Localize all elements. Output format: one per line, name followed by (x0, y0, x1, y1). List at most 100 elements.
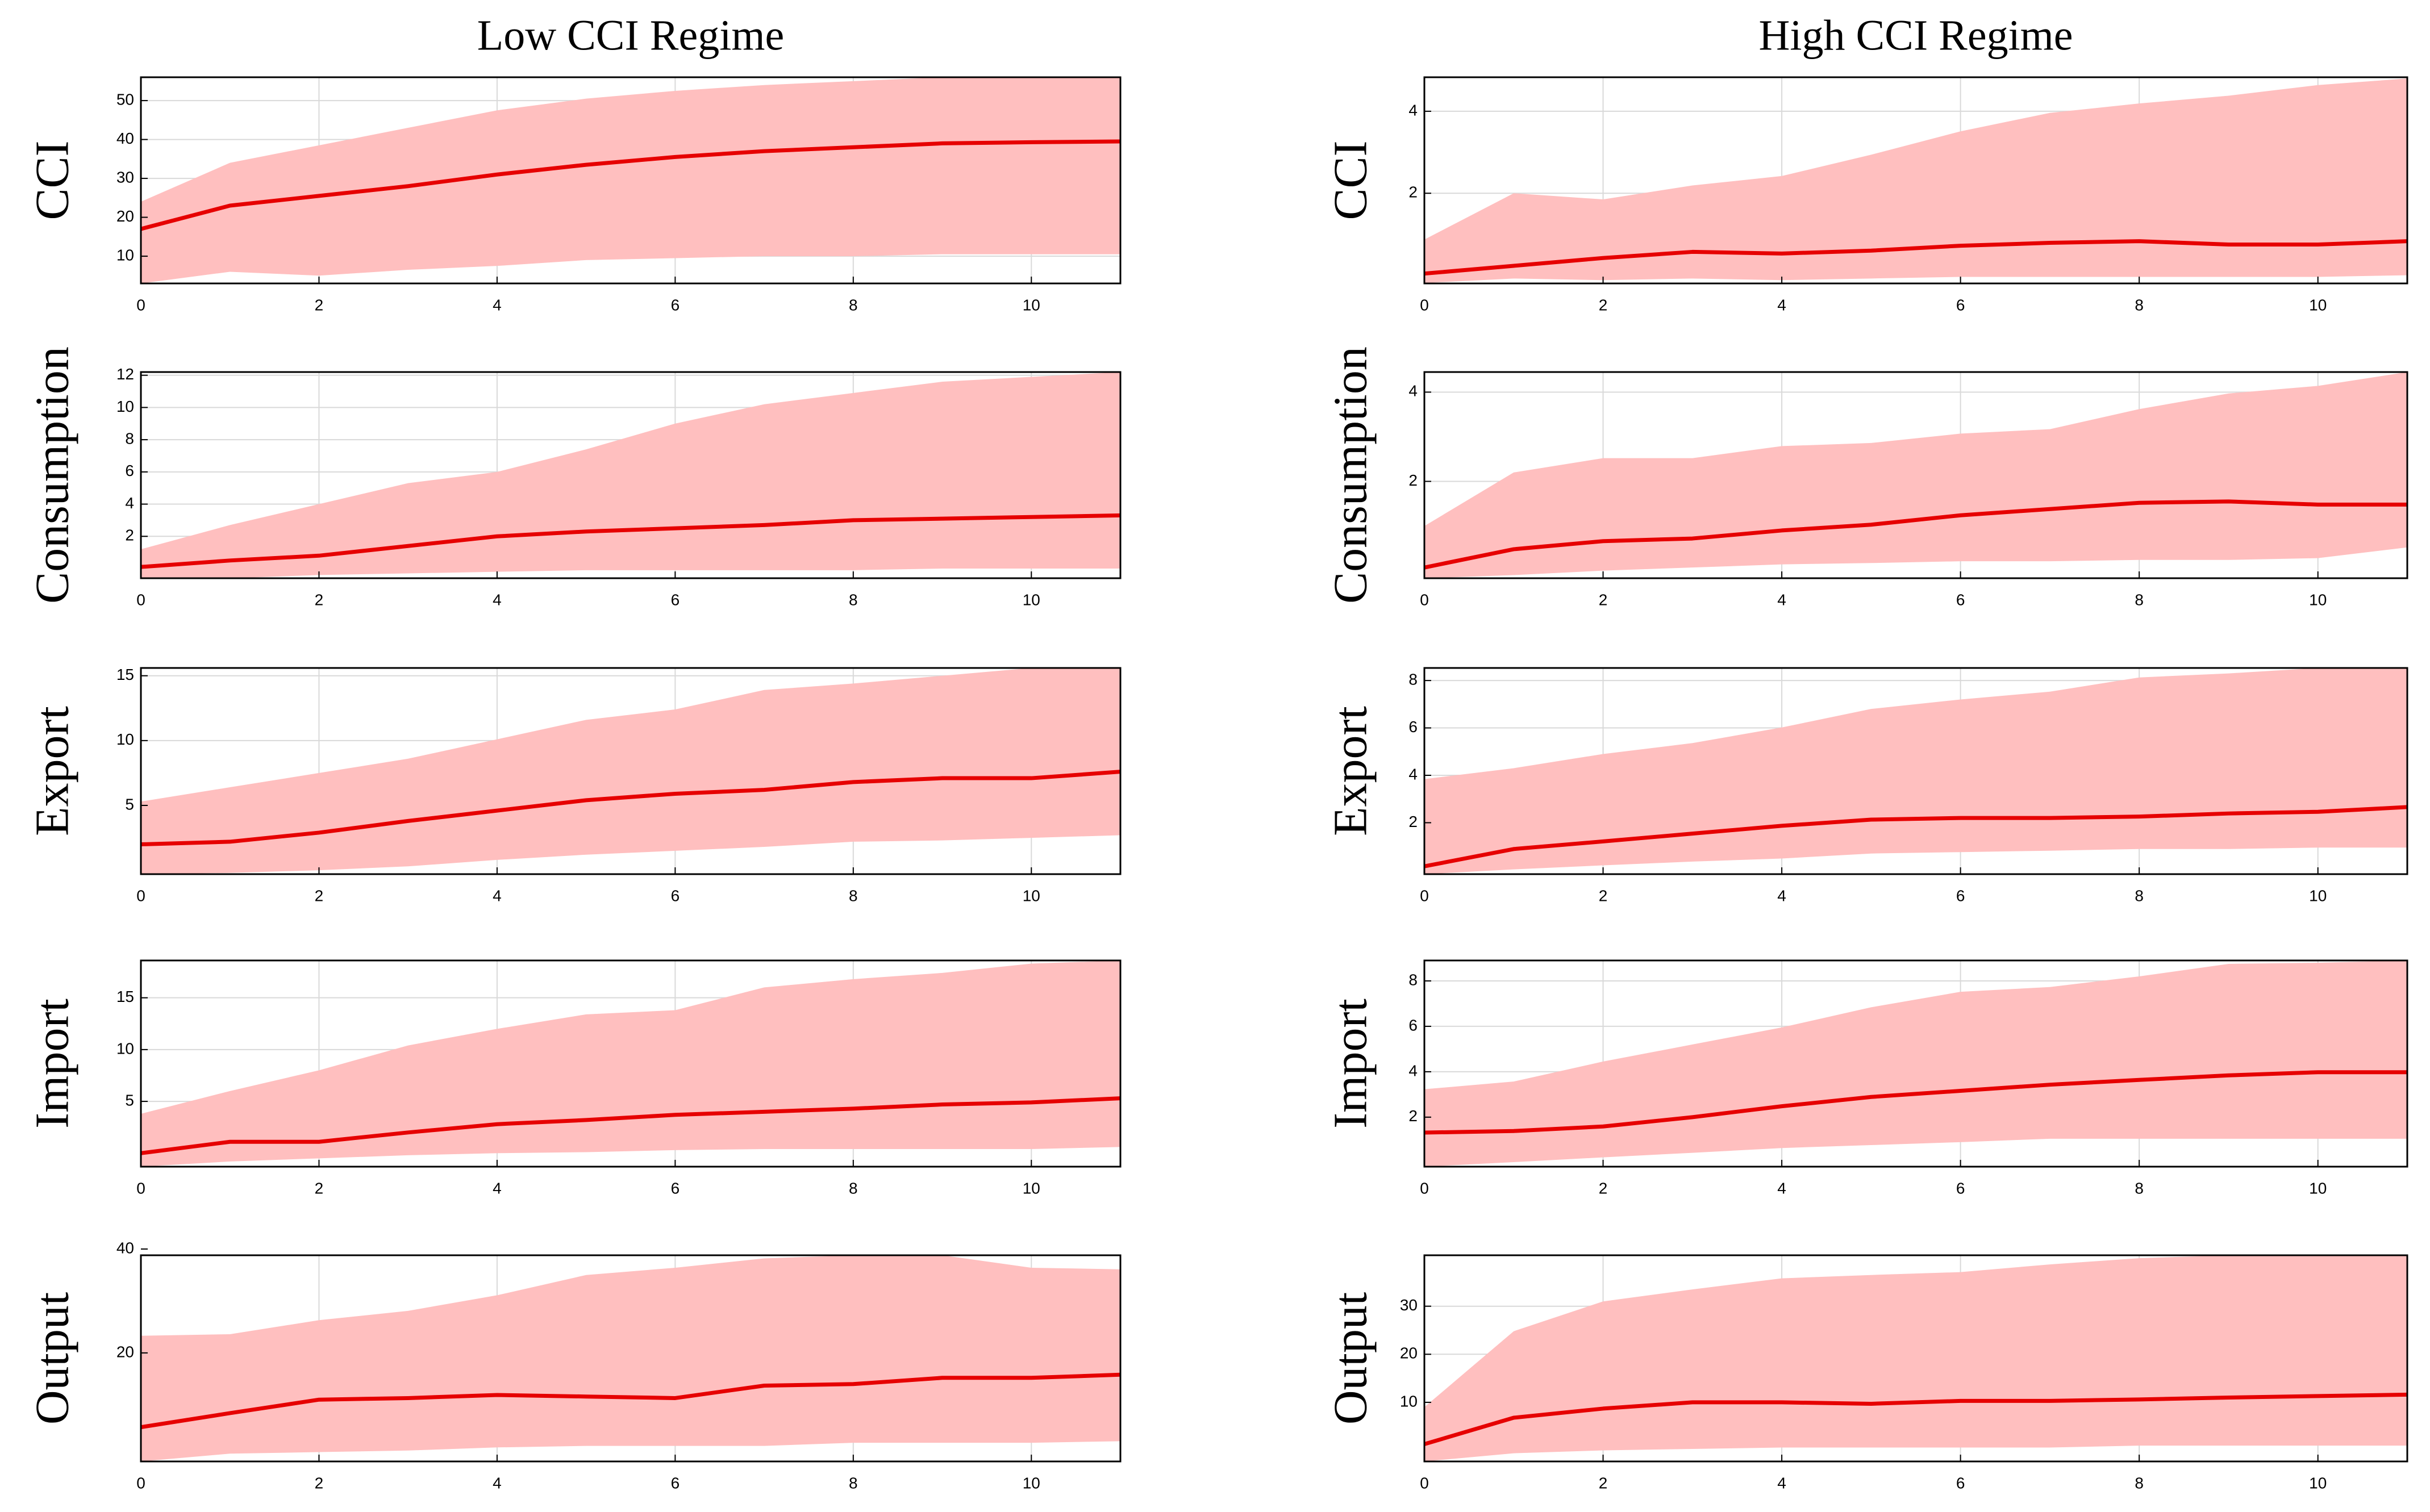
y-tick-label: 6 (125, 462, 134, 479)
axes-frame (140, 1254, 1122, 1463)
y-tick-label: 20 (116, 207, 134, 225)
y-tick-label: 2 (1408, 1107, 1418, 1125)
y-tick-label: 5 (125, 1091, 134, 1109)
x-tick-label: 0 (1420, 591, 1429, 608)
x-tick-label: 4 (1777, 296, 1786, 314)
y-tick-label: 4 (1408, 382, 1418, 400)
x-tick-label: 8 (849, 887, 858, 904)
x-tick-label: 8 (2135, 296, 2144, 314)
y-axis-label: Output (26, 1292, 78, 1425)
x-tick-label: 4 (1777, 887, 1786, 904)
confidence-band (141, 960, 1120, 1167)
y-axis-label: Import (1324, 999, 1377, 1129)
x-tick-label: 10 (1023, 591, 1040, 608)
y-tick-label: 4 (1408, 765, 1418, 783)
confidence-band (1424, 372, 2407, 578)
subplot: 0 2 4 6 8 10 5 10 15 Import (26, 959, 1122, 1197)
column-title: Low CCI Regime (477, 11, 784, 59)
x-tick-label: 0 (136, 591, 145, 608)
median-line (1424, 1070, 2407, 1135)
plot-area (141, 77, 1120, 283)
x-tick-label: 2 (315, 296, 324, 314)
x-tick-label: 6 (671, 1474, 680, 1492)
median-line (141, 770, 1120, 846)
median-line (1424, 239, 2407, 276)
y-tick-label: 30 (116, 168, 134, 186)
x-tick-label: 2 (1599, 1474, 1608, 1492)
x-tick-label: 6 (1956, 591, 1965, 608)
x-tick-label: 6 (671, 1179, 680, 1197)
axes-frame (1423, 667, 2408, 875)
x-tick-label: 10 (1023, 1179, 1040, 1197)
y-tick-label: 4 (1408, 101, 1418, 119)
axes-frame (140, 959, 1122, 1168)
y-tick-label: 20 (1400, 1344, 1418, 1362)
y-axis-label: Import (26, 999, 78, 1129)
x-tick-label: 2 (315, 887, 324, 904)
x-tick-label: 8 (849, 591, 858, 608)
y-axis-label: Export (1324, 706, 1377, 836)
y-tick-label: 8 (1408, 671, 1418, 688)
x-tick-label: 8 (2135, 1474, 2144, 1492)
y-tick-label: 40 (116, 130, 134, 147)
x-tick-label: 2 (1599, 1179, 1608, 1197)
x-tick-label: 4 (493, 1474, 502, 1492)
y-tick-label: 10 (116, 398, 134, 415)
y-axis-label: Consumption (26, 346, 78, 604)
y-tick-label: 20 (116, 1343, 134, 1360)
median-line (141, 513, 1120, 569)
x-tick-label: 8 (849, 296, 858, 314)
subplot: 0 2 4 6 8 10 10 20 30 Output (1324, 1254, 2408, 1492)
x-tick-label: 8 (2135, 1179, 2144, 1197)
axes-frame (140, 667, 1122, 875)
axes-frame (1423, 959, 2408, 1168)
subplot: 0 2 4 6 8 10 2 4 Consumption (1324, 346, 2408, 608)
x-tick-label: 6 (1956, 887, 1965, 904)
subplot: 0 2 4 6 8 10 20 40 Output (26, 1239, 1122, 1492)
y-tick-label: 10 (116, 730, 134, 748)
median-line (141, 1096, 1120, 1155)
y-tick-label: 40 (116, 1239, 134, 1256)
x-tick-label: 10 (2309, 591, 2327, 608)
confidence-band (141, 372, 1120, 578)
x-tick-label: 4 (1777, 1474, 1786, 1492)
x-tick-label: 10 (2309, 887, 2327, 904)
y-tick-label: 10 (116, 246, 134, 264)
x-tick-label: 10 (1023, 1474, 1040, 1492)
y-tick-label: 4 (1408, 1062, 1418, 1079)
x-tick-label: 0 (1420, 887, 1429, 904)
y-tick-label: 5 (125, 795, 134, 813)
x-tick-label: 2 (1599, 296, 1608, 314)
y-tick-label: 10 (1400, 1392, 1418, 1410)
y-tick-label: 2 (1408, 471, 1418, 489)
axes-frame (1423, 76, 2408, 285)
x-tick-label: 0 (136, 887, 145, 904)
plot-area (141, 1255, 1120, 1461)
x-tick-label: 4 (1777, 1179, 1786, 1197)
y-tick-label: 6 (1408, 1016, 1418, 1034)
x-tick-label: 0 (1420, 1179, 1429, 1197)
median-line (141, 139, 1120, 231)
y-axis-label: Consumption (1324, 346, 1377, 604)
confidence-band (141, 77, 1120, 283)
axes-frame (1423, 1254, 2408, 1463)
median-line (1424, 1392, 2407, 1446)
x-tick-label: 6 (1956, 1474, 1965, 1492)
x-tick-label: 4 (493, 591, 502, 608)
x-tick-label: 0 (1420, 1474, 1429, 1492)
y-tick-label: 6 (1408, 718, 1418, 736)
subplot: 0 2 4 6 8 10 5 10 15 Export (26, 666, 1122, 904)
x-tick-label: 0 (136, 1179, 145, 1197)
y-tick-label: 8 (125, 430, 134, 448)
plot-area (141, 668, 1120, 874)
x-tick-label: 0 (1420, 296, 1429, 314)
x-tick-label: 10 (2309, 1179, 2327, 1197)
y-tick-label: 50 (116, 90, 134, 108)
axes-frame (140, 371, 1122, 579)
x-tick-label: 6 (671, 296, 680, 314)
subplot: 0 2 4 6 8 10 2 4 CCI (1324, 76, 2408, 314)
x-tick-label: 6 (1956, 1179, 1965, 1197)
x-tick-label: 4 (493, 1179, 502, 1197)
confidence-band (1424, 1255, 2407, 1461)
confidence-band (141, 668, 1120, 874)
